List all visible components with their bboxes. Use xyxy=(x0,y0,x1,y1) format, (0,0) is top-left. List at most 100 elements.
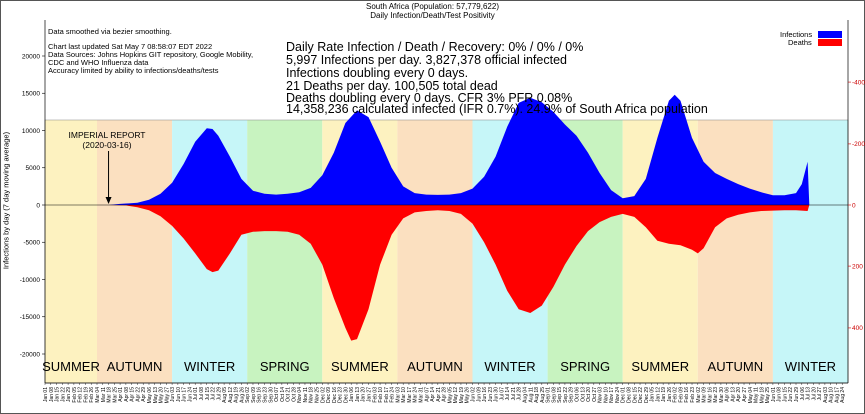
x-tick-label-69: Apr 28 xyxy=(442,387,448,402)
x-tick-label-125: May 25 xyxy=(765,387,771,404)
x-tick-label-54: Jan 13 xyxy=(355,387,361,402)
y-tick-label-0: 20000 xyxy=(22,53,40,60)
x-tick-label-50: Dec 16 xyxy=(332,387,338,403)
y2-tick-label-0: -400 xyxy=(852,79,865,86)
x-tick-label-52: Dec 30 xyxy=(343,387,349,403)
x-tick-label-59: Feb 17 xyxy=(384,387,390,403)
x-tick-label-102: Dec 15 xyxy=(632,387,638,403)
x-tick-label-132: Jul 13 xyxy=(806,387,812,401)
stats-line-1: Daily Rate Infection / Death / Recovery:… xyxy=(286,40,584,54)
x-tick-label-124: May 18 xyxy=(759,387,765,404)
x-tick-label-123: May 11 xyxy=(754,387,760,403)
season-label-1: AUTUMN xyxy=(107,359,163,374)
sources-note-2: CDC and WHO Influenza data xyxy=(48,58,149,67)
legend-deaths-swatch xyxy=(818,39,842,46)
imperial-report-arrowhead xyxy=(105,197,112,204)
x-tick-label-110: Feb 09 xyxy=(678,387,684,403)
season-label-8: SUMMER xyxy=(631,359,689,374)
stats-line-3: Infections doubling every 0 days. xyxy=(286,66,469,80)
x-tick-label-116: Mar 23 xyxy=(713,387,719,403)
x-tick-label-24: Jun 17 xyxy=(182,387,188,402)
season-band-10 xyxy=(772,120,848,383)
x-tick-label-100: Dec 01 xyxy=(621,387,627,403)
season-label-7: SPRING xyxy=(560,359,610,374)
y-tick-label-8: -20000 xyxy=(20,351,41,358)
x-tick-label-51: Dec 23 xyxy=(338,387,344,403)
x-tick-label-138: Aug 24 xyxy=(840,387,846,403)
infections-area xyxy=(108,94,810,205)
y-tick-label-5: -5000 xyxy=(23,240,40,247)
season-label-9: AUTUMN xyxy=(708,359,764,374)
x-tick-label-134: Jul 27 xyxy=(817,387,823,401)
x-tick-label-114: Mar 09 xyxy=(702,387,708,403)
legend-infections-label: Infections xyxy=(780,30,813,39)
x-tick-label-17: Apr 29 xyxy=(141,387,147,402)
x-tick-label-113: Mar 02 xyxy=(696,387,702,403)
x-tick-label-61: Mar 03 xyxy=(395,387,401,403)
x-tick-label-43: Oct 28 xyxy=(291,387,297,402)
x-tick-label-94: Oct 20 xyxy=(586,387,592,402)
stats-line-6: 14,358,236 calculated infected (IFR 0.7%… xyxy=(286,102,708,116)
accuracy-note: Accuracy limited by ability to infection… xyxy=(48,66,219,75)
x-tick-label-36: Sep 09 xyxy=(251,387,257,403)
y2-tick-label-2: 0 xyxy=(852,202,856,209)
season-label-0: SUMMER xyxy=(42,359,100,374)
deaths-area xyxy=(108,205,810,341)
x-tick-label-90: Sep 22 xyxy=(563,387,569,403)
x-tick-label-45: Nov 11 xyxy=(303,387,309,403)
x-tick-label-67: Apr 14 xyxy=(430,387,436,402)
x-tick-label-109: Feb 02 xyxy=(673,387,679,403)
x-tick-label-47: Nov 25 xyxy=(315,387,321,403)
x-tick-label-118: Apr 06 xyxy=(725,387,731,402)
x-tick-label-92: Oct 06 xyxy=(574,387,580,402)
x-tick-label-84: Aug 11 xyxy=(528,387,534,403)
x-tick-label-21: May 27 xyxy=(164,387,170,404)
x-tick-label-128: Jun 15 xyxy=(782,387,788,402)
x-tick-label-111: Feb 16 xyxy=(684,387,690,403)
updated-note: Chart last updated Sat May 7 08:58:07 ED… xyxy=(48,42,213,51)
x-tick-label-58: Feb 10 xyxy=(378,387,384,403)
x-tick-label-89: Sep 15 xyxy=(557,387,563,403)
stats-line-5: Deaths doubling every 0 days. CFR 3% PFR… xyxy=(286,91,573,105)
imperial-report-label: IMPERIAL REPORT xyxy=(68,130,146,140)
x-tick-label-46: Nov 18 xyxy=(309,387,315,403)
x-tick-label-55: Jan 20 xyxy=(361,387,367,402)
y2-tick-label-1: -200 xyxy=(852,141,865,148)
x-tick-label-31: Aug 05 xyxy=(222,387,228,403)
x-tick-label-65: Mar 31 xyxy=(419,387,425,403)
x-tick-label-74: Jun 02 xyxy=(470,387,476,402)
x-tick-label-137: Aug 17 xyxy=(834,387,840,403)
x-tick-label-78: Jun 30 xyxy=(494,387,500,402)
x-tick-label-20: May 20 xyxy=(159,387,165,404)
season-band-1 xyxy=(96,120,173,383)
x-tick-label-56: Jan 27 xyxy=(367,387,373,402)
x-tick-label-108: Jan 26 xyxy=(667,387,673,402)
x-tick-label-19: May 13 xyxy=(153,387,159,404)
season-band-3 xyxy=(247,120,323,383)
x-tick-label-98: Nov 17 xyxy=(609,387,615,403)
x-tick-label-62: Mar 10 xyxy=(401,387,407,403)
x-tick-label-120: Apr 20 xyxy=(736,387,742,402)
x-tick-label-3: Jan 22 xyxy=(60,387,66,402)
x-tick-label-131: Jul 06 xyxy=(800,387,806,401)
x-tick-label-117: Mar 30 xyxy=(719,387,725,403)
x-tick-label-115: Mar 16 xyxy=(707,387,713,403)
x-tick-label-105: Jan 05 xyxy=(650,387,656,402)
sources-note-1: Data Sources: Johns Hopkins GIT reposito… xyxy=(48,50,254,59)
x-tick-label-4: Jan 29 xyxy=(66,387,72,402)
x-tick-label-73: May 26 xyxy=(465,387,471,404)
x-tick-label-66: Apr 07 xyxy=(424,387,430,402)
x-tick-label-82: Jul 28 xyxy=(517,387,523,401)
x-tick-label-93: Oct 13 xyxy=(580,387,586,402)
x-tick-label-49: Dec 09 xyxy=(326,387,332,403)
stats-line-4: 21 Deaths per day. 100,505 total dead xyxy=(286,79,498,93)
legend-infections-swatch xyxy=(818,31,842,38)
x-tick-label-79: Jul 07 xyxy=(499,387,505,401)
x-tick-label-53: Jan 06 xyxy=(349,387,355,402)
x-tick-label-32: Aug 12 xyxy=(228,387,234,403)
x-tick-label-8: Feb 26 xyxy=(89,387,95,403)
x-tick-label-83: Aug 04 xyxy=(522,387,528,403)
x-tick-label-13: Apr 01 xyxy=(118,387,124,402)
x-tick-label-126: Jun 01 xyxy=(771,387,777,402)
